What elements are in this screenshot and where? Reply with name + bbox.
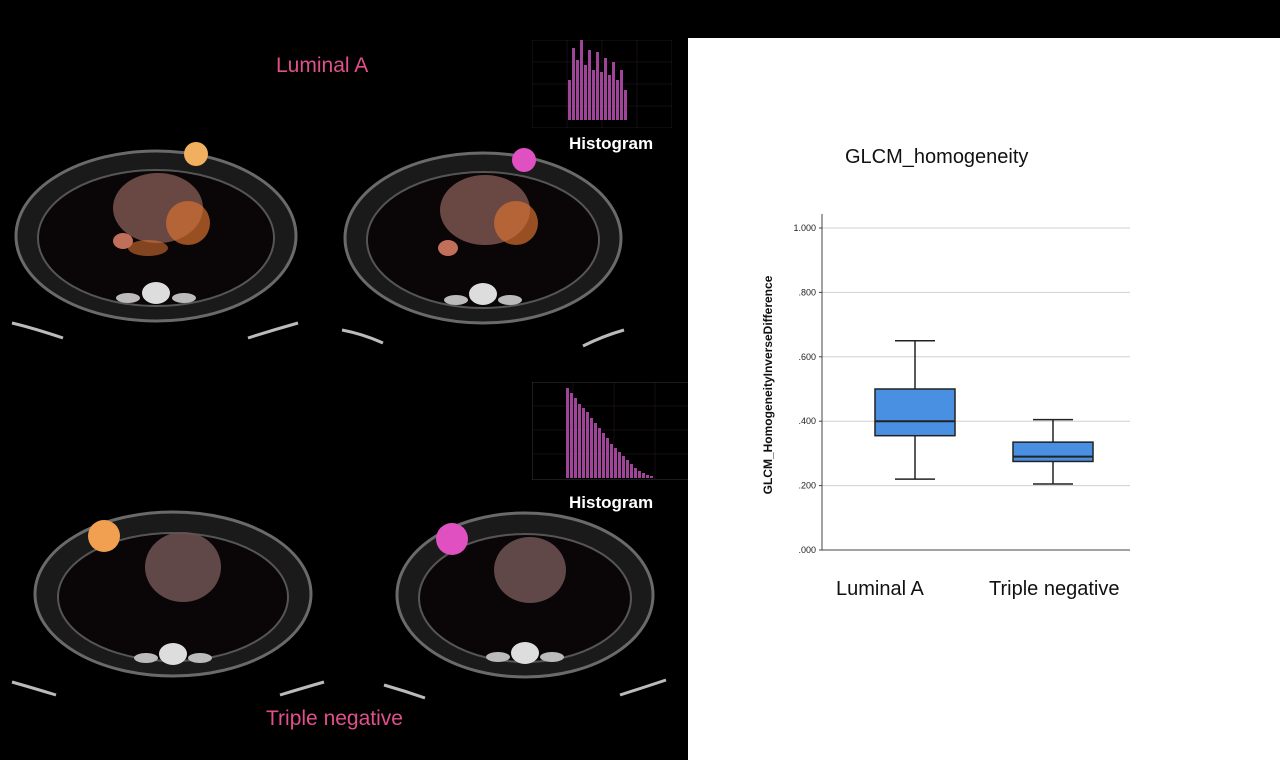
chart-panel [688, 38, 1280, 760]
histogram-bar [590, 418, 593, 478]
triple-negative-label: Triple negative [266, 707, 403, 730]
histogram-bar [568, 80, 571, 120]
histogram-bar [596, 52, 599, 120]
histogram-bar [612, 62, 615, 120]
y-tick-label: .200 [798, 481, 816, 491]
histogram-bar [574, 398, 577, 478]
histogram-bar [566, 388, 569, 478]
scan-luminal-a-pet [341, 148, 625, 348]
histogram-label-bottom: Histogram [569, 493, 654, 512]
histogram-bar [620, 70, 623, 120]
histogram-bar [642, 473, 645, 478]
histogram-bar [604, 58, 607, 120]
y-tick-label: .000 [798, 545, 816, 555]
histogram-bar [580, 40, 583, 120]
histogram-bar [588, 50, 591, 120]
histogram-bar [594, 423, 597, 478]
scan-luminal-a-ct [11, 142, 299, 340]
histogram-bar [584, 65, 587, 120]
histogram-bar [586, 412, 589, 478]
histogram-bar [608, 75, 611, 120]
luminal-a-label: Luminal A [276, 54, 369, 77]
histogram-bar [614, 448, 617, 478]
histogram-bar [622, 456, 625, 478]
histogram-bar [600, 72, 603, 120]
histogram-bar [602, 433, 605, 478]
histogram-bar [616, 80, 619, 120]
histogram-bar [598, 428, 601, 478]
histogram-bar [618, 452, 621, 478]
y-axis-label: GLCM_HomogeneityInverseDifference [761, 275, 775, 494]
y-tick-label: .800 [798, 287, 816, 297]
scan-triple-negative-pet [383, 511, 667, 700]
y-tick-label: 1.000 [793, 223, 816, 233]
category-label-luminal-a: Luminal A [836, 578, 924, 600]
histogram-bar [638, 471, 641, 478]
histogram-bar [572, 48, 575, 120]
boxplot-chart: 1.000 .800 .600 .400 .200 .000 GLCM_Homogenei… [761, 214, 1130, 555]
pet-ct-image-panel: Luminal A Histogram Histogram [11, 40, 697, 730]
box-iqr [874, 388, 956, 437]
histogram-bar [626, 460, 629, 478]
histogram-bar [576, 60, 579, 120]
histogram-bar [570, 393, 573, 478]
histogram-bar [634, 468, 637, 478]
histogram-label-top: Histogram [569, 134, 654, 153]
histogram-bar [592, 70, 595, 120]
histogram-luminal-a [532, 40, 672, 128]
histogram-bar [606, 438, 609, 478]
histogram-bar [646, 475, 649, 478]
histogram-bar [578, 404, 581, 478]
box-iqr [1012, 441, 1094, 463]
histogram-bar [610, 444, 613, 478]
histogram-bar [624, 90, 627, 120]
histogram-bar [650, 476, 653, 478]
chart-title: GLCM_homogeneity [845, 146, 1029, 168]
histogram-bar [582, 408, 585, 478]
histogram-triple-negative [532, 382, 697, 480]
scan-triple-negative-ct [11, 510, 325, 697]
category-label-triple-negative: Triple negative [989, 578, 1120, 600]
histogram-bar [630, 464, 633, 478]
y-tick-label: .600 [798, 352, 816, 362]
y-tick-label: .400 [798, 416, 816, 426]
